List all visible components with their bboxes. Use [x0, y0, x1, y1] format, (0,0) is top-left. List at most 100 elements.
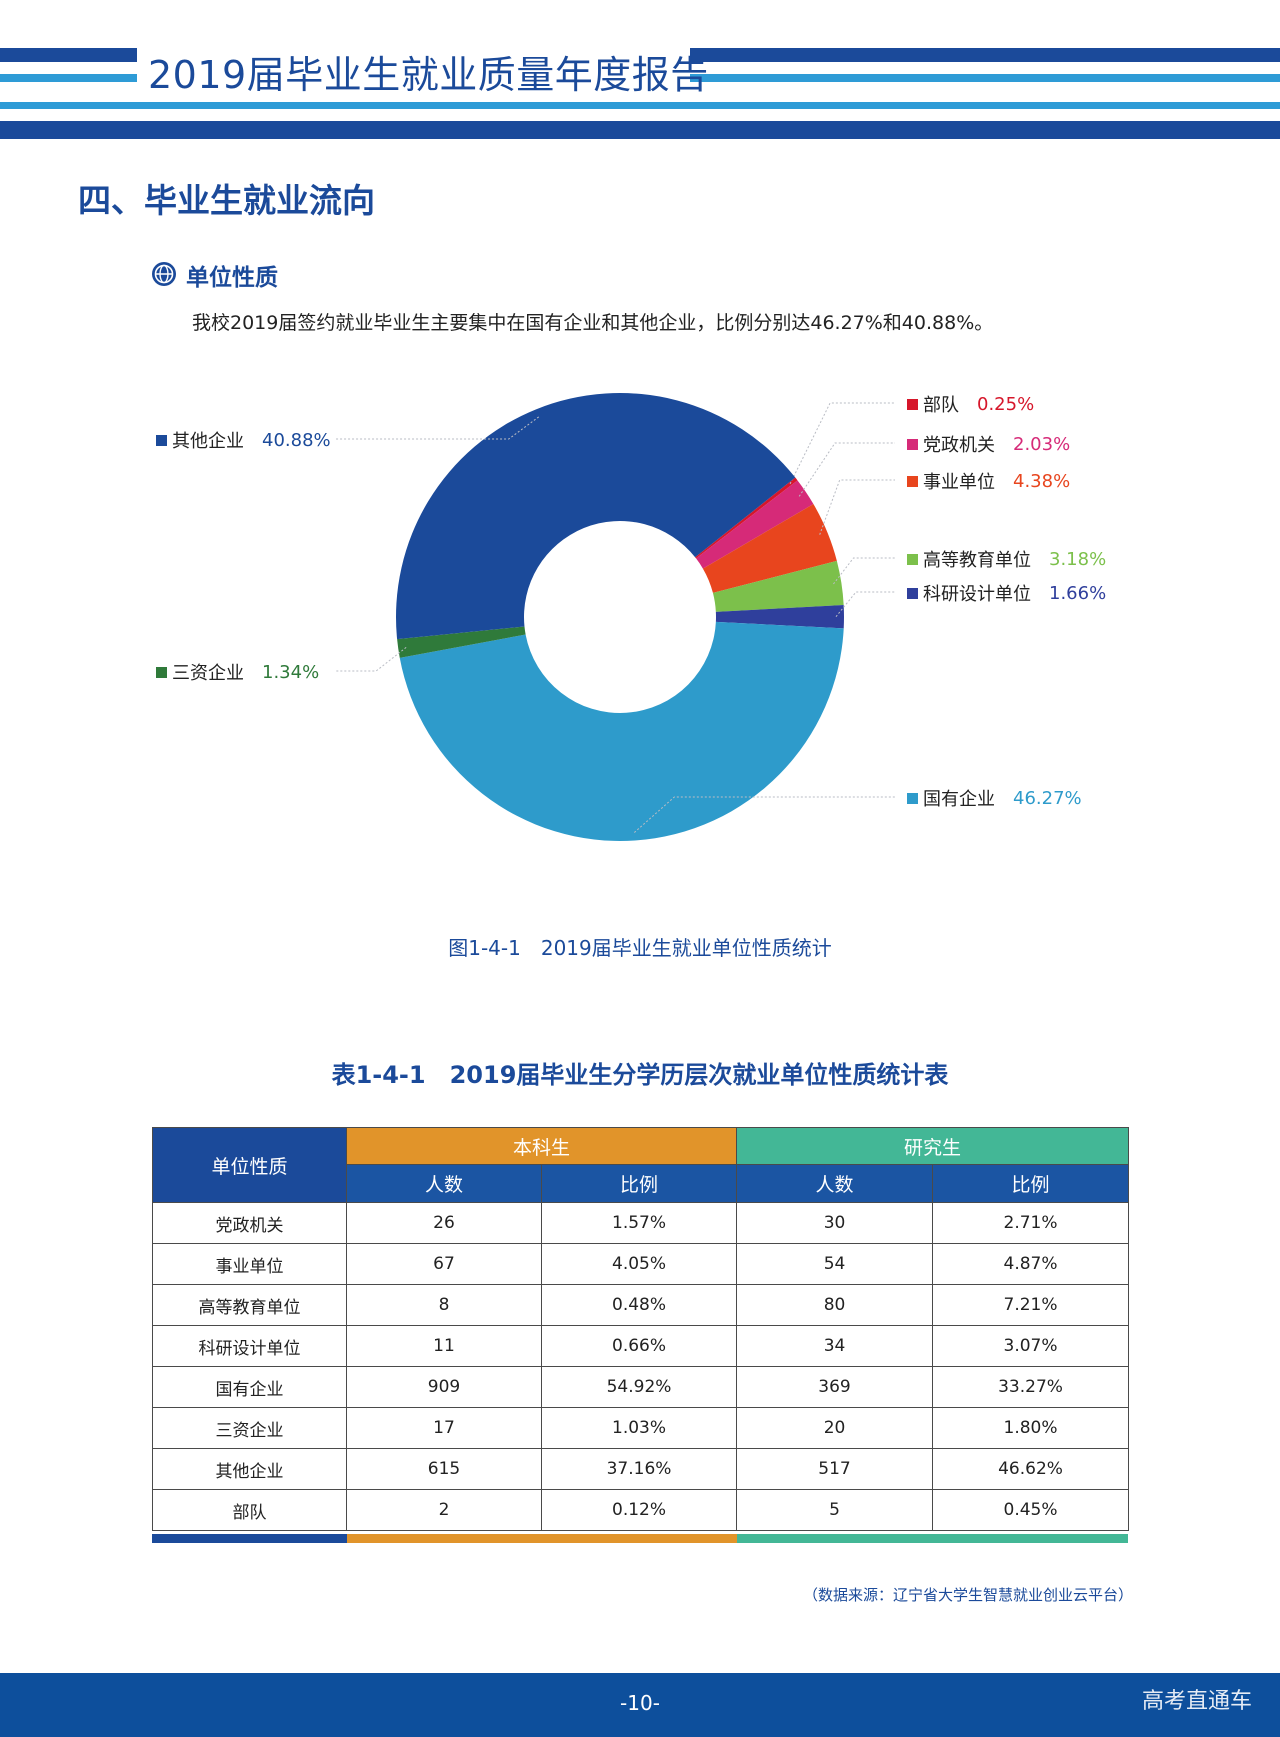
cell-ug-count: 17 — [346, 1407, 542, 1449]
legend-item: 国有企业 46.27% — [907, 785, 1082, 811]
legend-label: 部队 — [923, 395, 959, 416]
header-unit-nature: 单位性质 — [152, 1127, 347, 1203]
donut-slice — [696, 480, 814, 569]
page-number: -10- — [620, 1691, 660, 1715]
legend-item: 部队 0.25% — [907, 391, 1034, 417]
cell-pg-count: 20 — [736, 1407, 934, 1449]
cell-unit: 国有企业 — [152, 1366, 347, 1408]
cell-ug-ratio: 1.03% — [540, 1407, 738, 1449]
cell-ug-count: 8 — [346, 1284, 542, 1326]
donut-slice — [695, 477, 798, 559]
table-row: 事业单位 67 4.05% 54 4.87% — [152, 1243, 1130, 1285]
cell-unit: 党政机关 — [152, 1202, 347, 1244]
cell-ug-ratio: 0.66% — [540, 1325, 738, 1367]
legend-label: 事业单位 — [923, 472, 995, 493]
cell-ug-ratio: 1.57% — [540, 1202, 738, 1244]
donut-slice — [396, 393, 796, 640]
figure-caption: 图1-4-1 2019届毕业生就业单位性质统计 — [448, 936, 832, 960]
donut-slice — [702, 504, 837, 593]
cell-pg-count: 30 — [736, 1202, 934, 1244]
cell-pg-count: 80 — [736, 1284, 934, 1326]
legend-label: 国有企业 — [923, 789, 995, 810]
employment-statistics-table: 单位性质 本科生 研究生 人数 比例 人数 比例 党政机关 26 1.57% 3… — [152, 1127, 1130, 1531]
cell-pg-count: 369 — [736, 1366, 934, 1408]
cell-pg-ratio: 7.21% — [932, 1284, 1130, 1326]
leader-line — [789, 402, 895, 485]
header-pg-count: 人数 — [736, 1164, 934, 1203]
legend-label: 三资企业 — [172, 663, 244, 684]
header-band — [0, 121, 1280, 139]
cell-pg-ratio: 33.27% — [932, 1366, 1130, 1408]
legend-item: 三资企业 1.34% — [156, 659, 319, 685]
cell-pg-ratio: 4.87% — [932, 1243, 1130, 1285]
legend-percent: 46.27% — [1013, 787, 1082, 809]
legend-item: 科研设计单位 1.66% — [907, 580, 1106, 606]
table-bottom-strip — [347, 1534, 737, 1543]
legend-percent: 1.34% — [262, 661, 320, 683]
table-row: 国有企业 909 54.92% 369 33.27% — [152, 1366, 1130, 1408]
section-title: 四、毕业生就业流向 — [78, 181, 375, 220]
unit-nature-donut-chart — [336, 393, 895, 842]
donut-slice — [712, 560, 844, 612]
cell-pg-ratio: 46.62% — [932, 1448, 1130, 1490]
header-pg-ratio: 比例 — [932, 1164, 1130, 1203]
globe-icon — [152, 262, 176, 286]
legend-item: 党政机关 2.03% — [907, 431, 1070, 457]
leader-line — [833, 557, 895, 585]
table-row: 三资企业 17 1.03% 20 1.80% — [152, 1407, 1130, 1449]
legend-swatch — [156, 434, 167, 446]
legend-label: 科研设计单位 — [923, 584, 1031, 605]
cell-pg-ratio: 2.71% — [932, 1202, 1130, 1244]
cell-pg-count: 34 — [736, 1325, 934, 1367]
cell-pg-count: 5 — [736, 1489, 934, 1531]
cell-pg-count: 54 — [736, 1243, 934, 1285]
header-postgraduate: 研究生 — [736, 1127, 1130, 1165]
table-row: 部队 2 0.12% 5 0.45% — [152, 1489, 1130, 1531]
cell-ug-ratio: 0.48% — [540, 1284, 738, 1326]
donut-slice — [399, 621, 844, 842]
cell-unit: 其他企业 — [152, 1448, 347, 1490]
table-bottom-strip — [737, 1534, 1128, 1543]
legend-percent: 40.88% — [262, 429, 331, 451]
legend-swatch — [156, 666, 167, 678]
legend-item: 高等教育单位 3.18% — [907, 546, 1106, 572]
leader-line — [336, 647, 407, 672]
cell-unit: 事业单位 — [152, 1243, 347, 1285]
cell-ug-count: 11 — [346, 1325, 542, 1367]
legend-percent: 0.25% — [977, 393, 1035, 415]
cell-unit: 三资企业 — [152, 1407, 347, 1449]
data-source-note: （数据来源：辽宁省大学生智慧就业创业云平台） — [802, 1586, 1133, 1604]
cell-ug-ratio: 0.12% — [540, 1489, 738, 1531]
legend-percent: 3.18% — [1049, 548, 1107, 570]
table-row: 党政机关 26 1.57% 30 2.71% — [152, 1202, 1130, 1244]
cell-ug-ratio: 54.92% — [540, 1366, 738, 1408]
legend-item: 事业单位 4.38% — [907, 468, 1070, 494]
cell-ug-count: 615 — [346, 1448, 542, 1490]
footer-bar — [0, 1673, 1280, 1737]
legend-percent: 2.03% — [1013, 433, 1071, 455]
legend-swatch — [907, 475, 918, 487]
report-title: 2019届毕业生就业质量年度报告 — [148, 53, 709, 97]
cell-ug-ratio: 4.05% — [540, 1243, 738, 1285]
table-bottom-strip — [152, 1534, 347, 1543]
legend-swatch — [907, 587, 918, 599]
cell-unit: 科研设计单位 — [152, 1325, 347, 1367]
leader-line — [336, 416, 540, 440]
intro-text: 我校2019届签约就业毕业生主要集中在国有企业和其他企业，比例分别达46.27%… — [192, 312, 994, 334]
cell-ug-count: 67 — [346, 1243, 542, 1285]
cell-unit: 高等教育单位 — [152, 1284, 347, 1326]
subsection-title: 单位性质 — [186, 265, 278, 291]
leader-line — [633, 796, 895, 833]
cell-pg-ratio: 3.07% — [932, 1325, 1130, 1367]
cell-pg-count: 517 — [736, 1448, 934, 1490]
table-row: 高等教育单位 8 0.48% 80 7.21% — [152, 1284, 1130, 1326]
header-ug-ratio: 比例 — [540, 1164, 738, 1203]
cell-unit: 部队 — [152, 1489, 347, 1531]
leader-line — [819, 479, 895, 535]
donut-slice — [715, 604, 844, 629]
table-row: 其他企业 615 37.16% 517 46.62% — [152, 1448, 1130, 1490]
header-title-box — [137, 40, 690, 90]
leader-line — [798, 442, 895, 497]
donut-slice — [397, 626, 526, 658]
leader-line — [835, 591, 895, 617]
